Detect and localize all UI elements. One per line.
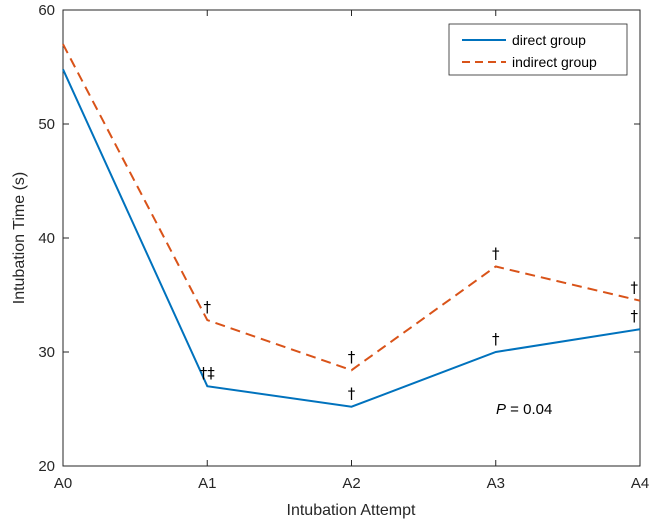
series-line-indirect-group (62, 43, 641, 372)
annotation-indirect-group-a2: † (348, 348, 356, 366)
x-tick-label: A1 (198, 475, 216, 492)
y-tick-label: 50 (38, 116, 55, 133)
legend-box (448, 23, 628, 76)
y-axis-label: Intubation Time (s) (11, 172, 28, 305)
annotation-direct-group-a2: † (348, 385, 356, 403)
y-tick-label: 40 (38, 230, 55, 247)
annotation-indirect-group-a3: † (492, 245, 500, 263)
annotation-direct-group-a3: † (492, 330, 500, 348)
annotation-indirect-group-a1: † (204, 298, 212, 316)
annotation-indirect-group-a4: † (631, 279, 639, 297)
y-tick-label: 60 (38, 2, 55, 19)
series-lines (62, 43, 641, 408)
legend-label-direct-group: direct group (512, 32, 586, 48)
annotation-direct-group-a4: † (631, 307, 639, 325)
x-tick-label: A3 (487, 475, 505, 492)
y-tick-label: 30 (38, 344, 55, 361)
legend-label-indirect-group: indirect group (512, 54, 597, 70)
series-line-direct-group (62, 68, 641, 408)
plot-area (62, 9, 641, 467)
annotations: † †‡ † † † † † † (200, 245, 639, 403)
y-tick-label: 20 (38, 458, 55, 475)
p-value-annotation: P = 0.04 (496, 401, 552, 418)
x-axis-label: Intubation Attempt (287, 502, 417, 519)
annotation-direct-group-a1: †‡ (200, 364, 216, 382)
x-tick-label: A4 (631, 475, 649, 492)
x-tick-label: A2 (342, 475, 360, 492)
axis-ticks: A0 A1 A2 A3 A4 20 30 40 50 60 (38, 2, 649, 492)
legend: direct group indirect group (448, 23, 628, 76)
x-tick-label: A0 (54, 475, 72, 492)
